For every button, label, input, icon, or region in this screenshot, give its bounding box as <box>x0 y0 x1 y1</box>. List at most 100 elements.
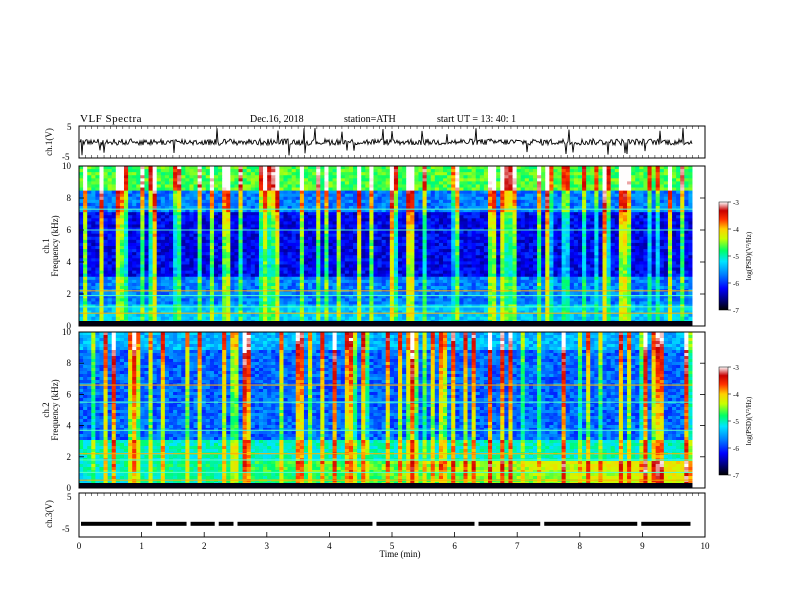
spectrogram-cell <box>263 190 268 195</box>
spectrogram-cell <box>631 166 636 170</box>
spectrogram-cell <box>647 230 652 235</box>
spectrogram-cell <box>308 196 313 201</box>
spectrogram-cell <box>324 169 329 173</box>
spectrogram-cell <box>410 233 415 238</box>
spectrogram-cell <box>177 239 182 244</box>
spectrogram-cell <box>308 264 313 268</box>
spectrogram-cell <box>242 187 248 192</box>
spectrogram-cell <box>406 212 411 216</box>
spectrogram-cell <box>659 227 665 232</box>
spectrogram-cell <box>496 227 501 232</box>
spectrogram-cell <box>635 242 640 247</box>
spectrogram-cell <box>365 224 370 228</box>
spectrogram-cell <box>156 202 162 207</box>
spectrogram-cell <box>193 193 199 198</box>
spectrogram-cell <box>291 172 297 176</box>
spectrogram-cell <box>95 166 100 170</box>
spectrogram-cell <box>246 252 252 256</box>
spectrogram-cell <box>365 246 370 250</box>
spectrogram-cell <box>598 199 603 204</box>
spectrogram-cell <box>140 175 145 179</box>
spectrogram-cell <box>263 221 268 225</box>
spectrogram-cell <box>688 169 693 173</box>
spectrogram-cell <box>250 196 256 201</box>
spectrogram-cell <box>99 267 104 272</box>
spectrogram-cell <box>275 190 280 195</box>
spectrogram-cell <box>111 175 117 179</box>
spectrogram-cell <box>508 202 513 207</box>
spectrogram-cell <box>230 224 235 228</box>
spectrogram-cell <box>99 169 104 173</box>
spectrogram-cell <box>365 193 370 198</box>
spectrogram-cell <box>627 190 632 195</box>
spectrogram-cell <box>524 187 530 192</box>
spectrogram-cell <box>181 215 186 219</box>
spectrogram-cell <box>487 246 493 250</box>
spectrogram-cell <box>201 224 207 228</box>
spectrogram-cell <box>279 246 284 250</box>
spectrogram-cell <box>381 221 387 225</box>
spectrogram-cell <box>111 196 117 201</box>
spectrogram-cell <box>496 252 501 256</box>
spectrogram-cell <box>160 193 166 198</box>
spectrogram-cell <box>173 255 178 259</box>
spectrogram-cell <box>500 255 505 259</box>
spectrogram-cell <box>602 215 607 219</box>
spectrogram-cell <box>254 239 260 244</box>
spectrogram-cell <box>475 215 481 219</box>
spectrogram-cell <box>655 258 661 262</box>
spectrogram-cell <box>418 169 423 173</box>
spectrogram-cell <box>606 242 612 247</box>
spectrogram-cell <box>422 249 428 253</box>
spectrogram-cell <box>226 255 231 259</box>
spectrogram-cell <box>418 252 423 256</box>
spectrogram-cell <box>201 193 207 198</box>
spectrogram-cell <box>197 239 203 244</box>
spectrogram-cell <box>177 267 182 272</box>
spectrogram-cell <box>230 252 235 256</box>
spectrogram-cell <box>475 264 481 268</box>
spectrogram-cell <box>483 202 489 207</box>
spectrogram-cell <box>443 239 448 244</box>
spectrogram-cell <box>107 193 113 198</box>
spectrogram-cell <box>226 230 231 235</box>
spectrogram-cell <box>443 218 448 222</box>
spectrogram-cell <box>218 224 223 228</box>
spectrogram-cell <box>463 199 468 204</box>
spectrogram-cell <box>627 212 632 216</box>
spectrogram-cell <box>115 239 121 244</box>
spectrogram-cell <box>594 221 599 225</box>
spectrogram-cell <box>361 190 366 195</box>
spectrogram-cell <box>168 181 174 185</box>
spectrogram-cell <box>631 215 636 219</box>
spectrogram-cell <box>201 212 207 216</box>
spectrogram-cell <box>471 233 477 238</box>
spectrogram-cell <box>308 181 313 185</box>
spectrogram-cell <box>520 181 526 185</box>
spectrogram-cell <box>398 218 403 222</box>
spectrogram-cell <box>414 249 419 253</box>
spectrogram-cell <box>287 199 293 204</box>
spectrogram-cell <box>512 242 518 247</box>
spectrogram-cell <box>87 175 92 179</box>
spectrogram-cell <box>353 202 358 207</box>
spectrogram-cell <box>156 172 162 176</box>
spectrogram-cell <box>406 255 411 259</box>
spectrogram-cell <box>410 190 415 195</box>
spectrogram-cell <box>377 218 383 222</box>
spectrogram-cell <box>328 233 333 238</box>
spectrogram-cell <box>602 209 607 213</box>
spectrogram-cell <box>148 233 154 238</box>
spectrogram-cell <box>496 166 501 170</box>
spectrogram-cell <box>561 252 567 256</box>
spectrogram-cell <box>173 202 178 207</box>
spectrogram-cell <box>369 252 374 256</box>
spectrogram-cell <box>422 206 428 210</box>
spectrogram-cell <box>173 166 178 170</box>
spectrogram-cell <box>222 184 227 188</box>
spectrogram-cell <box>144 199 149 204</box>
spectrogram-cell <box>132 184 137 188</box>
spectrogram-cell <box>545 169 550 173</box>
spectrogram-cell <box>684 246 689 250</box>
spectrogram-cell <box>537 181 542 185</box>
